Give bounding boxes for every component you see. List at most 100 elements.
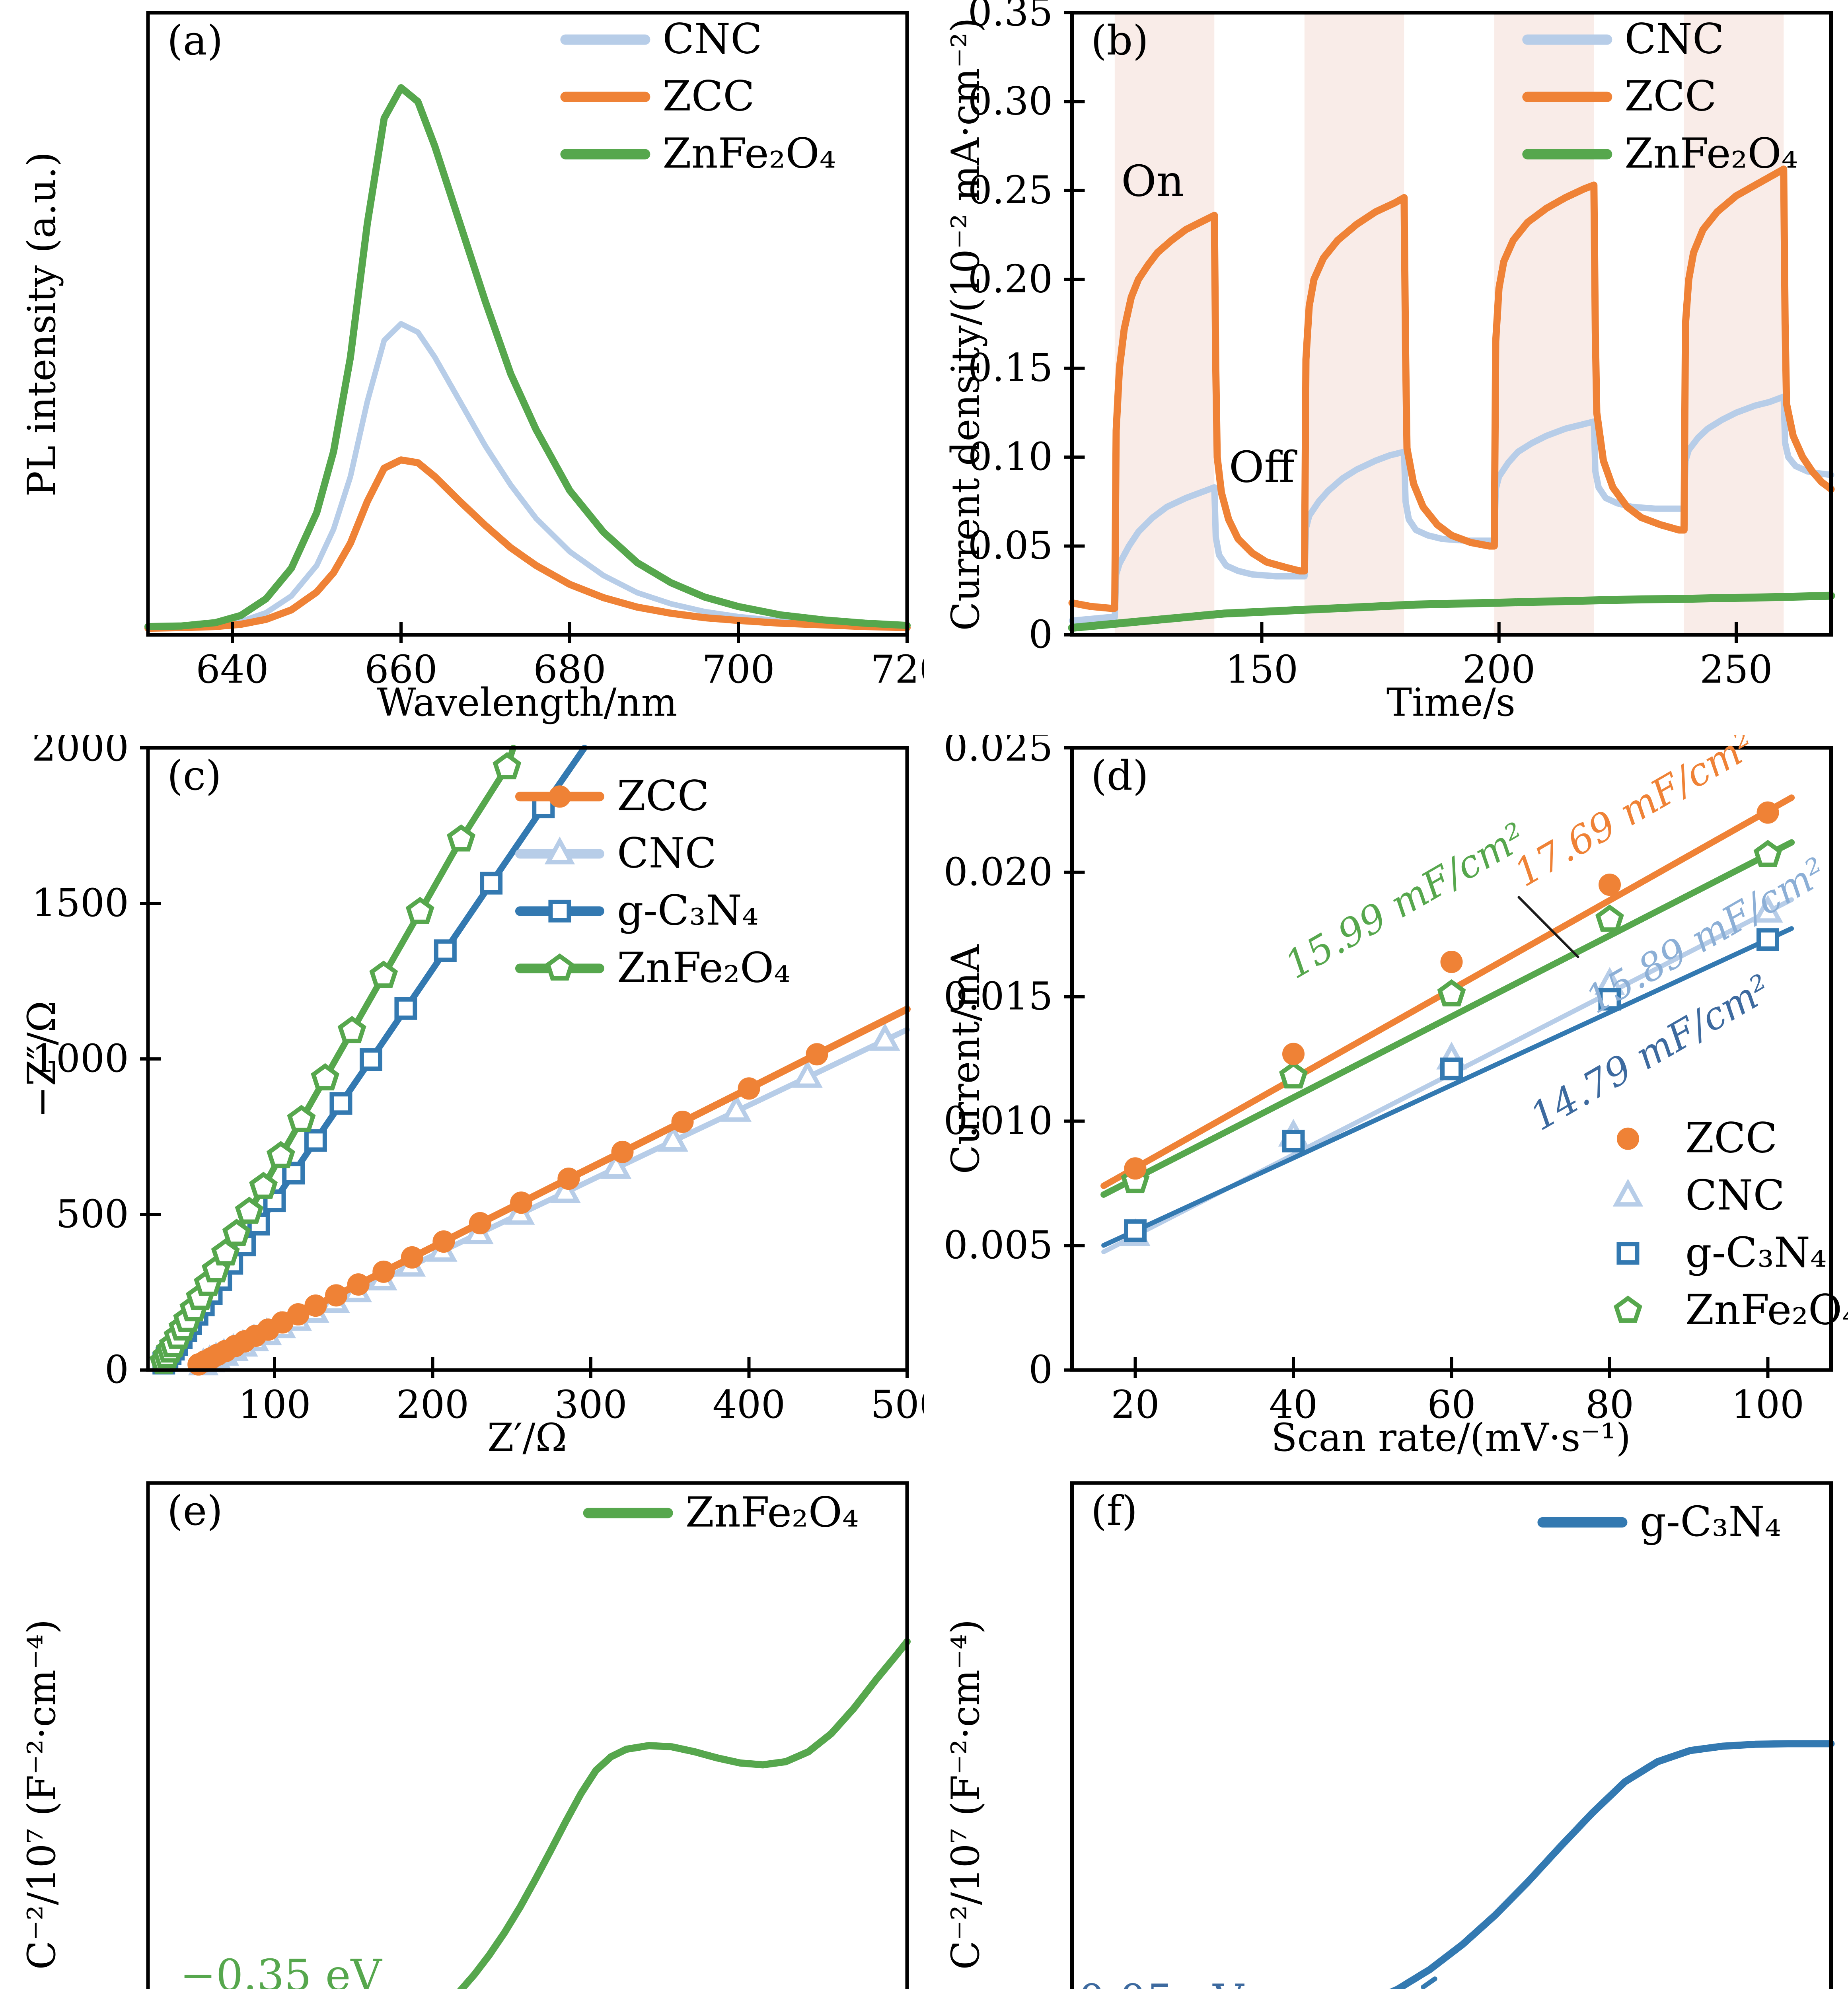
annotation-text: 17.69 mF/cm²: [1507, 735, 1763, 895]
marker-triangle-CNC: [721, 1094, 752, 1122]
marker-triangle-legend-CNC: [1612, 1179, 1644, 1207]
legend-label: CNC: [1624, 15, 1724, 63]
marker-pentagon-ZnFe₂O₄: [1279, 1061, 1308, 1089]
marker-triangle-legend-CNC: [544, 836, 575, 864]
plot-frame: [146, 11, 909, 637]
annotation-text: On: [1121, 156, 1184, 206]
marker-pentagon-ZnFe₂O₄: [1595, 904, 1624, 932]
marker-triangle-CNC: [792, 1060, 823, 1088]
y-tick-label: 0.025: [944, 735, 1053, 770]
marker-circle-ZCC: [671, 1110, 694, 1133]
capacitance-chart: 20 40 60 80 100 0 0.005 0.010 0.015 0.020 0.025 17.…: [944, 735, 1848, 1427]
legend-label: ZCC: [617, 771, 709, 820]
x-tick-label: 100: [238, 1382, 311, 1427]
legend-label: ZnFe₂O₄: [662, 129, 836, 178]
marker-circle-ZCC: [325, 1284, 348, 1307]
marker-circle-legend-ZCC: [548, 785, 571, 808]
marker-square-legend-g-C₃N₄: [1616, 1242, 1640, 1265]
marker-circle-ZCC: [372, 1260, 395, 1283]
marker-pentagon-ZnFe₂O₄: [1437, 979, 1466, 1006]
marker-pentagon-ZnFe₂O₄: [369, 960, 398, 988]
marker-square-g-C₃N₄: [434, 939, 457, 962]
marker-circle-ZCC: [347, 1273, 370, 1296]
annotation-line: [1517, 896, 1579, 958]
plot-frame: [1070, 1481, 1833, 1989]
marker-pentagon-ZnFe₂O₄: [249, 1172, 278, 1199]
marker-square-g-C₃N₄: [1124, 1219, 1147, 1242]
marker-pentagon-legend-ZnFe₂O₄: [1614, 1295, 1642, 1323]
marker-circle-ZCC: [806, 1043, 828, 1066]
legend-label: ZCC: [1685, 1114, 1777, 1162]
y-tick-label: 0.35: [968, 0, 1053, 35]
panel-letter-c: (c): [167, 752, 222, 800]
plot-frame: [1070, 11, 1833, 637]
panel-a: 640 660 680 700 720 CNC ZCC ZnFe₂O₄ (a) Wavelen…: [0, 0, 924, 735]
legend-label: g-C₃N₄: [1685, 1228, 1827, 1277]
marker-circle-legend-ZCC: [1616, 1127, 1639, 1150]
legend-label: CNC: [617, 829, 717, 877]
marker-circle-ZCC: [1282, 1043, 1305, 1065]
legend-label: g-C₃N₄: [617, 886, 759, 934]
y-axis-title-b: Current density/(10⁻² mA·cm⁻²): [943, 18, 988, 631]
x-tick-label: 640: [196, 647, 269, 692]
marker-pentagon-ZnFe₂O₄: [405, 897, 434, 924]
x-tick-label: 250: [1700, 647, 1772, 692]
legend-label: g-C₃N₄: [1640, 1497, 1781, 1546]
plot-frame: [146, 1481, 909, 1989]
marker-circle-ZCC: [557, 1168, 580, 1190]
panel-letter-b: (b): [1091, 17, 1149, 64]
y-tick-label: 1500: [32, 881, 129, 925]
marker-triangle-CNC: [870, 1023, 900, 1051]
marker-square-g-C₃N₄: [1282, 1129, 1305, 1152]
marker-square-g-C₃N₄: [480, 872, 503, 895]
marker-triangle-CNC: [1753, 895, 1783, 923]
legend-label: ZnFe₂O₄: [617, 943, 791, 992]
marker-circle-ZCC: [401, 1246, 423, 1269]
y-tick-label: 0.015: [944, 974, 1053, 1019]
y-tick-label: 0.30: [968, 79, 1053, 123]
marker-pentagon-ZnFe₂O₄: [311, 1063, 340, 1091]
marker-pentagon-ZnFe₂O₄: [447, 824, 476, 852]
marker-circle-ZCC: [738, 1077, 760, 1100]
marker-square-legend-g-C₃N₄: [548, 899, 571, 922]
marker-circle-ZCC: [1440, 951, 1463, 973]
x-tick-label: 500: [870, 1382, 924, 1427]
marker-pentagon-ZnFe₂O₄: [235, 1197, 264, 1224]
y-tick-label: 0.25: [968, 168, 1053, 212]
plot-frame: [1070, 746, 1833, 1372]
mott-schottky-gc3n4-chart: 00.20.40.60.05 eVg-C₃N₄: [1070, 1481, 1835, 1989]
marker-triangle-CNC: [601, 1151, 631, 1179]
panel-c: 100 200 300 400 500 0 500 1000 1500 2000 ZCC CNC g-C…: [0, 735, 924, 1470]
marker-circle-ZCC: [432, 1230, 455, 1253]
plot-frame: [146, 746, 909, 1372]
x-axis-title-d: Scan rate/(mV·s⁻¹): [1271, 1415, 1631, 1460]
y-tick-label: 0: [1028, 612, 1053, 657]
legend-label: ZCC: [1624, 72, 1716, 121]
marker-circle-ZCC: [1124, 1157, 1147, 1180]
marker-circle-ZCC: [469, 1212, 491, 1234]
y-tick-label: 500: [56, 1192, 129, 1236]
x-tick-label: 200: [396, 1382, 469, 1427]
legend-label: ZnFe₂O₄: [1624, 129, 1798, 178]
legend-label: CNC: [1685, 1171, 1785, 1220]
marker-pentagon-ZnFe₂O₄: [337, 1016, 366, 1043]
y-axis-title-a: PL intensity (a.u.): [19, 152, 64, 497]
marker-square-g-C₃N₄: [304, 1129, 327, 1152]
x-tick-label: 20: [1111, 1382, 1159, 1427]
series-line-g-C₃N₄-fit: [1101, 926, 1794, 1248]
x-axis-title-b: Time/s: [1386, 680, 1516, 725]
marker-pentagon-ZnFe₂O₄: [287, 1105, 316, 1132]
panel-letter-e: (e): [167, 1487, 223, 1535]
pl-spectra-chart: 640 660 680 700 720 CNC ZCC ZnFe₂O₄: [144, 11, 924, 692]
photocurrent-chart: 150 200 250 0 0.05 0.10 0.15 0.20 0.25 0.30 0.35 On…: [968, 0, 1835, 692]
light-on-band: [1684, 13, 1784, 635]
x-tick-label: 700: [702, 647, 775, 692]
legend-label: CNC: [662, 15, 762, 63]
series-line-g-C₃N₄: [1389, 1740, 1835, 1989]
y-tick-label: 0: [105, 1347, 129, 1392]
marker-circle-ZCC: [1756, 801, 1779, 824]
annotation-text: 0.05 eV: [1078, 1975, 1245, 1989]
